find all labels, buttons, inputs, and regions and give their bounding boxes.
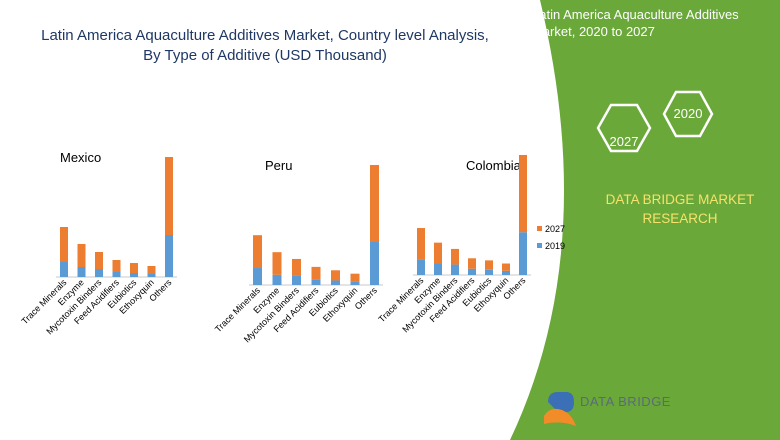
side-panel-title-line1: Latin America Aquaculture Additives xyxy=(532,7,739,22)
legend-swatch-2019 xyxy=(537,243,542,248)
bar-segment-2019 xyxy=(112,272,121,277)
bar-segment-2019 xyxy=(370,241,379,285)
chart-title-line2: By Type of Additive (USD Thousand) xyxy=(143,47,387,64)
bar-segment-2027 xyxy=(253,235,262,269)
bar-segment-2019 xyxy=(147,274,156,277)
bar-segment-2019 xyxy=(130,273,138,277)
bar-segment-2027 xyxy=(519,155,527,233)
side-panel-title: Latin America Aquaculture Additives Mark… xyxy=(532,6,772,40)
bar-segment-2019 xyxy=(165,235,173,277)
bar-segment-2027 xyxy=(112,260,121,272)
hex-2020-icon xyxy=(662,90,714,138)
bar-segment-2019 xyxy=(331,280,340,285)
bar-segment-2019 xyxy=(434,263,442,275)
bar-segment-2027 xyxy=(147,266,156,274)
legend-label-2019: 2019 xyxy=(545,241,565,251)
bar-segment-2019 xyxy=(77,267,86,277)
legend-label-2027: 2027 xyxy=(545,224,565,234)
bar-segment-2027 xyxy=(370,165,379,242)
side-panel xyxy=(510,0,780,440)
bar-segment-2019 xyxy=(272,274,282,285)
bar-segment-2027 xyxy=(292,258,301,276)
chart-title-line1: Latin America Aquaculture Additives Mark… xyxy=(41,27,489,44)
bar-segment-2027 xyxy=(311,266,321,280)
background-shapes xyxy=(510,0,780,440)
bar-segment-2019 xyxy=(253,268,262,285)
hex-2027-icon xyxy=(596,103,652,153)
bar-segment-2027 xyxy=(350,273,360,282)
data-bridge-logo-icon xyxy=(544,392,576,426)
bar-segment-2019 xyxy=(95,269,103,277)
bar-segment-2019 xyxy=(502,270,510,275)
bar-segment-2027 xyxy=(130,263,138,273)
country-title: Colombia xyxy=(466,158,522,173)
bar-segment-2019 xyxy=(519,232,527,275)
brand-line1: DATA BRIDGE MARKET xyxy=(605,192,755,207)
bar-segment-2019 xyxy=(451,264,459,275)
country-title: Mexico xyxy=(60,150,101,165)
bar-segment-2019 xyxy=(417,259,425,275)
bar-segment-2019 xyxy=(311,279,321,285)
chart-title: Latin America Aquaculture Additives Mark… xyxy=(30,26,500,66)
bar-segment-2027 xyxy=(60,227,68,262)
bar-segment-2019 xyxy=(60,262,68,277)
bar-segment-2027 xyxy=(272,252,282,275)
brand-line2: RESEARCH xyxy=(642,211,718,226)
bar-segment-2027 xyxy=(417,228,425,260)
legend-swatch-2027 xyxy=(537,226,542,231)
bar-segment-2019 xyxy=(350,281,360,285)
bar-segment-2027 xyxy=(485,260,493,270)
bar-segment-2027 xyxy=(331,270,340,281)
bar-segment-2019 xyxy=(485,269,493,275)
bar-segment-2027 xyxy=(434,242,442,264)
bar-segment-2019 xyxy=(292,275,301,285)
category-label: Others xyxy=(353,285,380,312)
year-2027-label: 2027 xyxy=(609,134,639,149)
brand-text: DATA BRIDGE MARKET RESEARCH xyxy=(592,190,768,228)
bar-segment-2027 xyxy=(468,258,476,269)
bar-segment-2027 xyxy=(95,252,103,269)
logo-text: DATA BRIDGE xyxy=(580,394,671,409)
bar-segment-2027 xyxy=(451,248,459,265)
country-title: Peru xyxy=(265,158,292,173)
bar-segment-2027 xyxy=(502,263,510,271)
year-2020-label: 2020 xyxy=(673,106,703,121)
bar-segment-2027 xyxy=(165,157,173,235)
bar-segment-2019 xyxy=(468,268,476,275)
side-panel-title-line2: Market, 2020 to 2027 xyxy=(532,24,655,39)
bar-segment-2027 xyxy=(77,244,86,267)
